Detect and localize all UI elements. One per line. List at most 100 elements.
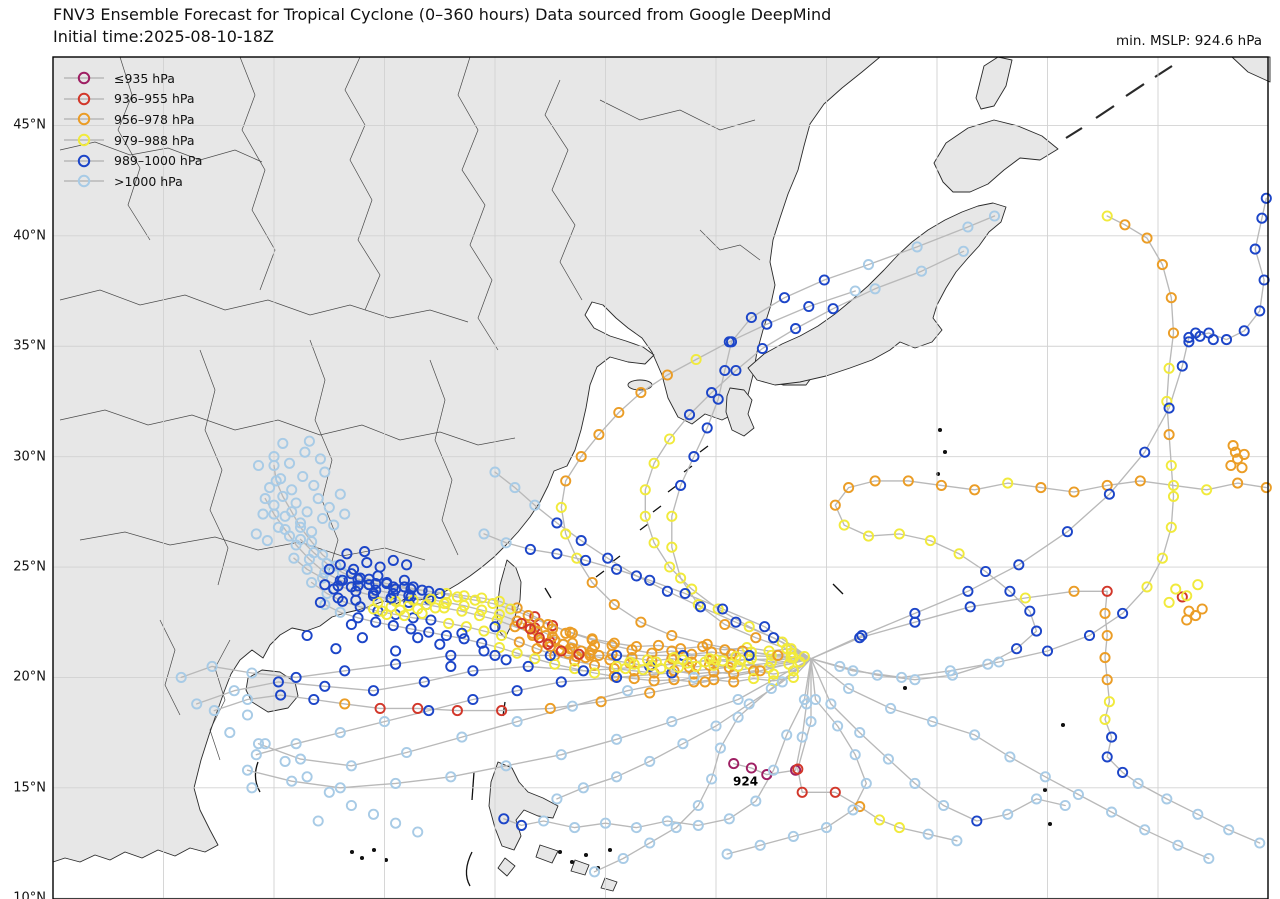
lat-tick-label: 25°N [13,559,46,575]
pressure-marker [489,621,501,633]
pressure-marker [666,510,678,522]
pressure-marker [652,639,665,651]
pressure-marker [798,650,810,663]
pressure-marker [957,245,970,257]
pressure-marker [767,764,780,776]
pressure-marker [611,733,623,745]
legend-label: 956–978 hPa [114,111,195,127]
legend-marker-icon [64,175,104,188]
legend-label: 979–988 hPa [114,132,195,148]
pressure-marker [279,510,291,522]
pressure-marker [458,590,470,602]
pressure-marker [533,632,545,644]
pressure-marker [688,671,700,683]
pressure-marker [723,336,735,348]
pressure-marker [387,554,399,566]
pressure-marker [566,700,578,712]
pressure-marker [624,656,636,668]
ensemble-track [324,603,812,683]
pressure-marker [390,817,402,829]
pressure-marker [348,563,360,575]
ensemble-track [213,658,812,712]
pressure-marker [546,623,559,635]
pressure-marker [549,658,561,670]
pressure-marker [1190,610,1202,622]
pressure-marker [635,387,647,399]
pressure-marker [798,693,810,706]
pressure-marker [381,576,393,589]
pressure-marker [803,300,815,313]
pressure-marker [743,698,755,710]
pressure-marker [809,693,822,706]
pressure-marker [1139,446,1151,458]
pressure-marker [847,665,859,677]
pressure-marker [827,303,839,315]
pressure-marker [1019,592,1031,604]
pressure-marker [473,610,486,622]
pressure-marker [1139,824,1151,836]
pressure-marker [522,610,534,622]
pressure-marker [602,552,614,564]
legend-label: ≤935 hPa [114,70,175,86]
pressure-marker [268,499,280,511]
pressure-marker [1117,766,1129,778]
pressure-marker [577,665,589,677]
pressure-marker [515,819,528,831]
legend-item: 956–978 hPa [62,109,202,130]
pressure-marker [767,632,780,644]
pressure-marker [750,795,762,807]
pressure-marker [644,837,656,849]
pressure-marker [1101,751,1113,763]
pressure-marker [1227,440,1239,452]
pressure-marker [511,647,523,659]
pressure-marker [1103,488,1115,500]
pressure-marker [551,548,563,560]
initial-time-label: Initial time:2025-08-10-18Z [53,27,274,46]
pressure-marker [675,643,687,655]
pressure-marker [456,731,468,743]
pressure-marker [350,594,362,606]
pressure-marker [493,608,505,621]
pressure-marker [412,826,424,838]
pressure-marker [644,687,656,699]
pressure-marker [692,819,704,831]
pressure-marker [776,676,788,688]
pressure-marker [756,342,768,355]
pressure-marker [611,771,623,783]
pressure-marker [1068,585,1080,597]
pressure-marker [250,528,262,540]
pressure-marker [288,552,300,564]
legend-marker-icon [64,72,104,85]
pressure-marker [1106,806,1118,818]
pressure-marker [641,654,654,666]
pressure-marker [608,637,620,649]
pressure-marker [228,685,240,697]
pressure-marker [721,848,733,860]
pressure-marker [869,475,881,487]
pressure-marker [319,466,331,478]
pressure-marker [294,517,307,529]
pressure-marker [456,605,468,617]
pressure-marker [893,822,905,834]
legend-marker-icon [64,154,104,167]
pressure-marker [1068,486,1080,498]
pressure-marker [246,782,258,794]
pressure-marker [339,698,351,710]
pressure-marker [511,716,523,728]
pressure-marker [312,815,324,827]
pressure-marker [456,627,468,639]
pressure-marker [728,676,740,688]
pressure-marker [648,457,660,469]
pressure-marker [381,608,393,621]
pressure-marker [644,574,656,586]
pressure-marker [1061,526,1073,538]
pressure-marker [378,716,391,728]
pressure-marker [1141,232,1153,244]
pressure-marker [708,666,720,678]
pressure-marker [1004,751,1016,763]
pressure-marker [728,758,740,770]
pressure-marker [363,579,375,591]
pressure-marker [911,241,923,253]
pressure-marker [862,530,875,542]
